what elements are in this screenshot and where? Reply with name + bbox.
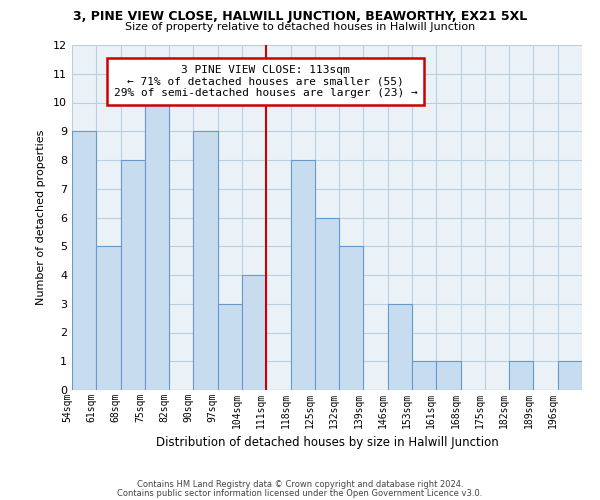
- Bar: [242, 275, 266, 390]
- Bar: [509, 361, 533, 390]
- Text: 3, PINE VIEW CLOSE, HALWILL JUNCTION, BEAWORTHY, EX21 5XL: 3, PINE VIEW CLOSE, HALWILL JUNCTION, BE…: [73, 10, 527, 23]
- Text: 3 PINE VIEW CLOSE: 113sqm
← 71% of detached houses are smaller (55)
29% of semi-: 3 PINE VIEW CLOSE: 113sqm ← 71% of detac…: [114, 65, 418, 98]
- Bar: [193, 131, 218, 390]
- X-axis label: Distribution of detached houses by size in Halwill Junction: Distribution of detached houses by size …: [155, 436, 499, 450]
- Bar: [339, 246, 364, 390]
- Bar: [412, 361, 436, 390]
- Bar: [96, 246, 121, 390]
- Bar: [290, 160, 315, 390]
- Bar: [315, 218, 339, 390]
- Bar: [121, 160, 145, 390]
- Bar: [558, 361, 582, 390]
- Text: Size of property relative to detached houses in Halwill Junction: Size of property relative to detached ho…: [125, 22, 475, 32]
- Bar: [145, 102, 169, 390]
- Y-axis label: Number of detached properties: Number of detached properties: [36, 130, 46, 305]
- Bar: [436, 361, 461, 390]
- Text: Contains public sector information licensed under the Open Government Licence v3: Contains public sector information licen…: [118, 488, 482, 498]
- Bar: [218, 304, 242, 390]
- Text: Contains HM Land Registry data © Crown copyright and database right 2024.: Contains HM Land Registry data © Crown c…: [137, 480, 463, 489]
- Bar: [388, 304, 412, 390]
- Bar: [72, 131, 96, 390]
